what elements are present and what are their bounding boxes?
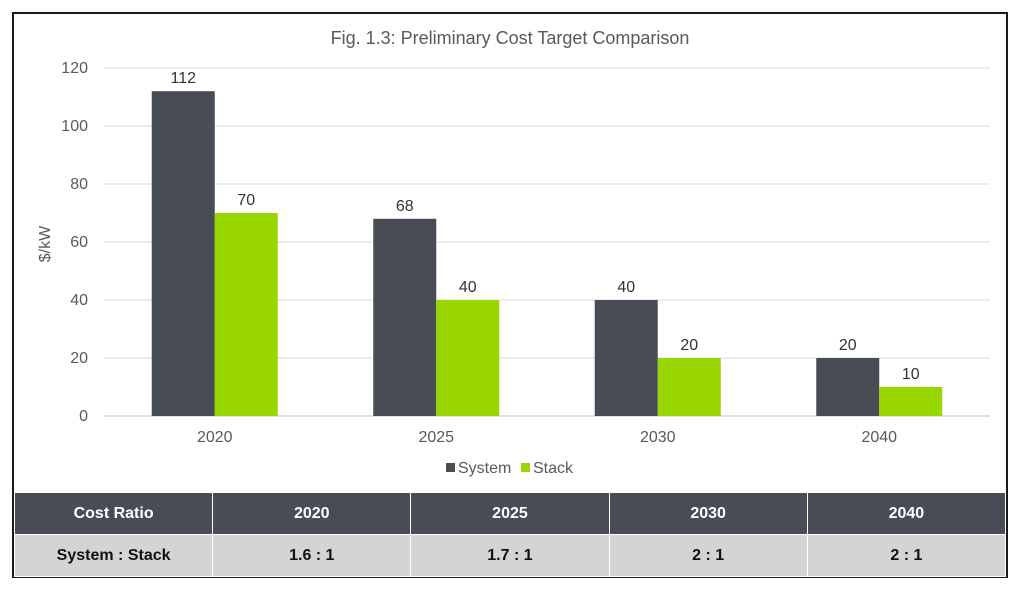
data-label: 20: [680, 337, 698, 354]
y-axis-label: $/kW: [37, 225, 54, 262]
x-tick-labels: 2020 2025 2030 2040: [197, 429, 897, 446]
table-cell: 1.7 : 1: [410, 534, 610, 577]
data-label: 20: [839, 337, 857, 354]
bar-system: [151, 91, 215, 416]
data-label: 10: [902, 366, 920, 383]
table-header-cell: 2040: [806, 492, 1007, 535]
y-tick-labels: 0 20 40 60 80 100 120: [61, 60, 88, 425]
data-label: 68: [396, 198, 414, 215]
x-tick-label: 2030: [640, 429, 676, 446]
bar-system: [816, 358, 880, 416]
table-cell: 2 : 1: [806, 534, 1007, 577]
bar-system: [373, 218, 437, 416]
table-header-cell: Cost Ratio: [13, 492, 214, 535]
data-labels: 112 70 68 40 40 20 20 10: [170, 70, 919, 383]
bar-stack: [879, 387, 943, 416]
bar-stack: [214, 213, 278, 416]
y-tick-label: 80: [70, 176, 88, 193]
y-tick-label: 20: [70, 350, 88, 367]
data-label: 40: [459, 279, 477, 296]
table-header-cell: 2030: [608, 492, 808, 535]
table-cell: 1.6 : 1: [212, 534, 412, 577]
data-label: 112: [170, 70, 196, 87]
legend-swatch: [521, 463, 530, 472]
table-header-cell: 2020: [212, 492, 412, 535]
y-tick-label: 60: [70, 234, 88, 251]
bar-system: [594, 300, 658, 416]
y-tick-label: 0: [79, 408, 88, 425]
bar-chart: Fig. 1.3: Preliminary Cost Target Compar…: [37, 28, 990, 477]
data-label: 40: [617, 279, 635, 296]
x-tick-label: 2040: [861, 429, 897, 446]
table-header-row: Cost Ratio 2020 2025 2030 2040: [13, 492, 1007, 535]
legend-swatch: [446, 463, 455, 472]
legend: System Stack: [446, 460, 574, 477]
legend-label: Stack: [533, 460, 574, 477]
y-tick-label: 40: [70, 292, 88, 309]
chart-title: Fig. 1.3: Preliminary Cost Target Compar…: [331, 28, 690, 48]
table-row: System : Stack 1.6 : 1 1.7 : 1 2 : 1 2 :…: [13, 534, 1007, 577]
y-tick-label: 100: [61, 118, 88, 135]
cost-ratio-table: Cost Ratio 2020 2025 2030 2040 System : …: [13, 492, 1007, 577]
x-tick-label: 2020: [197, 429, 233, 446]
legend-label: System: [458, 460, 511, 477]
bar-stack: [657, 358, 721, 416]
y-tick-label: 120: [61, 60, 88, 77]
bars: [151, 91, 943, 416]
bar-stack: [436, 300, 500, 416]
data-label: 70: [237, 192, 255, 209]
figure-frame: Fig. 1.3: Preliminary Cost Target Compar…: [12, 12, 1008, 578]
table-cell: System : Stack: [13, 534, 214, 577]
table-cell: 2 : 1: [608, 534, 808, 577]
x-tick-label: 2025: [418, 429, 454, 446]
table-header-cell: 2025: [410, 492, 610, 535]
